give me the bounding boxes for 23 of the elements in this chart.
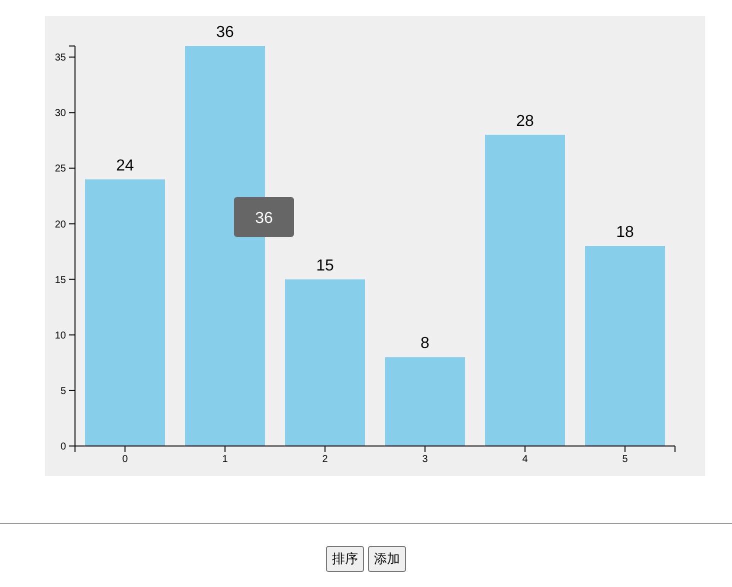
y-tick-label: 15 [54, 274, 66, 286]
data-label: 28 [516, 112, 534, 130]
text: 排序 [326, 546, 364, 572]
y-tick-label: 10 [54, 330, 66, 342]
y-tick-label: 30 [54, 108, 66, 120]
y-tick-label: 0 [60, 442, 66, 452]
x-tick-label: 3 [422, 454, 428, 465]
data-label: 8 [420, 335, 430, 352]
y-tick-label: 5 [60, 386, 66, 397]
y-tick-label: 25 [54, 164, 66, 175]
x-tick-label: 4 [522, 454, 528, 465]
data-label: 15 [316, 257, 334, 274]
data-label: 36 [216, 24, 234, 41]
data-label: 24 [116, 157, 134, 174]
data-label: 18 [616, 224, 634, 241]
x-tick-label: 2 [322, 454, 328, 465]
text: 添加 [368, 546, 406, 572]
y-tick-label: 20 [54, 219, 66, 230]
x-tick-label: 0 [122, 454, 128, 465]
y-tick-label: 35 [54, 52, 66, 64]
x-tick-label: 1 [222, 454, 228, 465]
x-tick-label: 5 [622, 454, 628, 465]
annotation: 36 [255, 210, 273, 227]
